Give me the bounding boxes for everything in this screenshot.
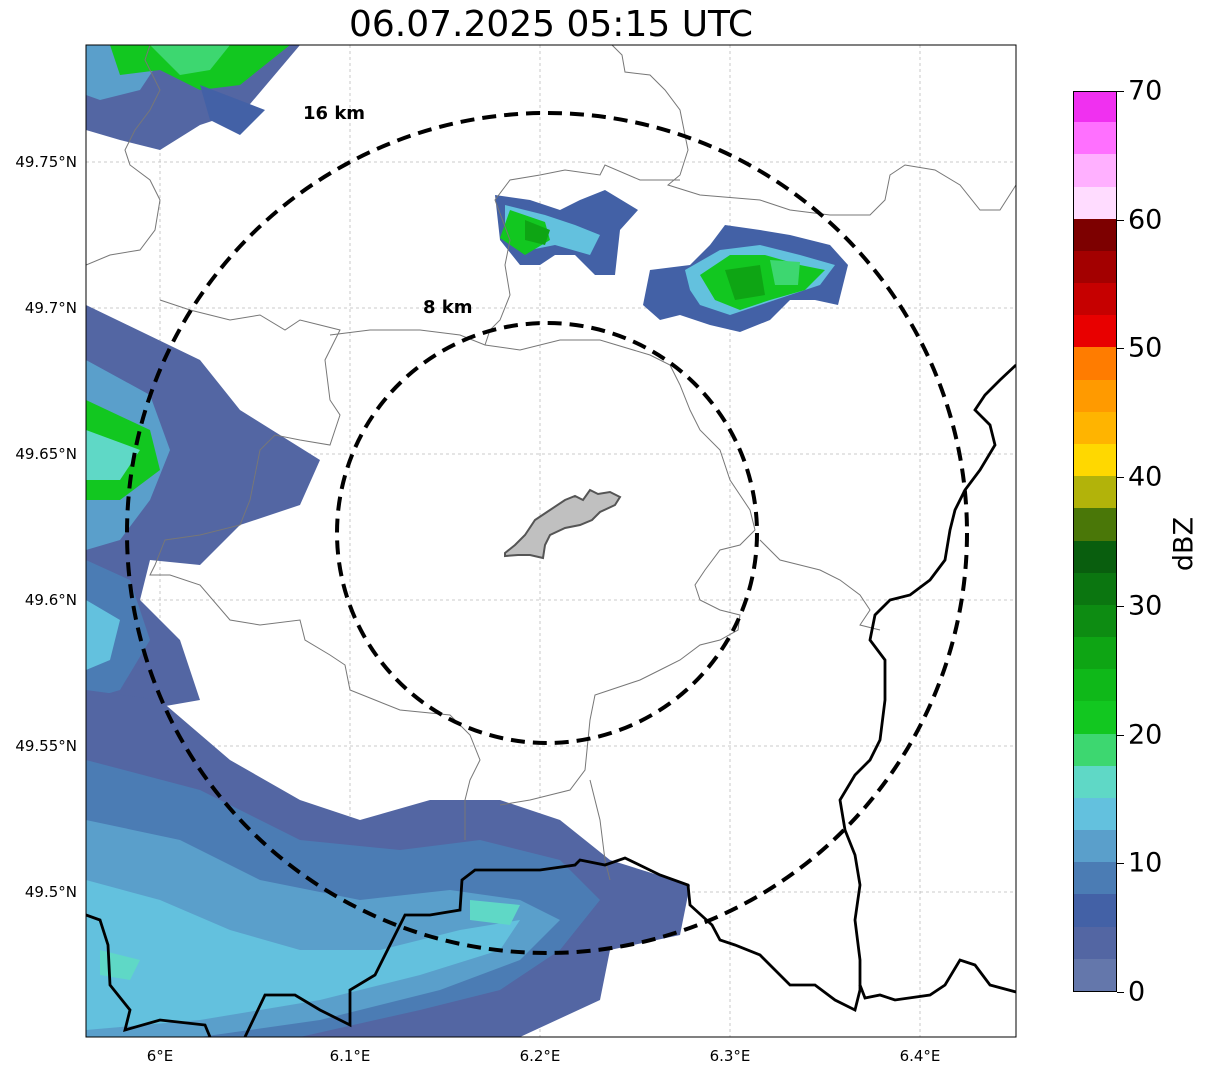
colorbar-band: [1074, 314, 1116, 348]
colorbar-band: [1074, 121, 1116, 155]
colorbar-tick-mark: [1117, 219, 1124, 221]
colorbar-band: [1074, 411, 1116, 444]
lon-tick-label: 6.4°E: [899, 1047, 941, 1065]
colorbar-band: [1074, 218, 1116, 251]
colorbar-band: [1074, 250, 1116, 284]
colorbar-tick-label: 20: [1128, 719, 1163, 751]
colorbar-band: [1074, 539, 1116, 573]
colorbar-tick-mark: [1117, 348, 1124, 350]
colorbar-tick-mark: [1117, 863, 1124, 865]
lon-tick-label: 6.1°E: [329, 1047, 371, 1065]
colorbar-band: [1074, 185, 1116, 219]
colorbar-band: [1074, 861, 1116, 895]
colorbar-tick-mark: [1117, 91, 1124, 92]
colorbar-tick-label: 40: [1128, 461, 1163, 493]
colorbar-tick-mark: [1117, 734, 1124, 736]
range-ring-8km: [335, 321, 759, 745]
colorbar-band: [1074, 668, 1116, 702]
colorbar-tick-label: 70: [1128, 75, 1163, 107]
colorbar-band: [1074, 282, 1116, 316]
colorbar-tick-label: 30: [1128, 590, 1163, 622]
colorbar-band: [1074, 153, 1116, 187]
plot-frame: [85, 44, 1017, 1038]
lon-tick-label: 6°E: [146, 1047, 174, 1065]
colorbar: [1073, 91, 1117, 992]
lat-tick-label: 49.6°N: [24, 591, 77, 609]
colorbar-tick-mark: [1117, 477, 1124, 479]
admin-boundaries: [86, 45, 1016, 881]
colorbar-tick-mark: [1117, 605, 1124, 607]
colorbar-tick-label: 0: [1128, 976, 1146, 1008]
colorbar-band: [1074, 346, 1116, 380]
colorbar-tick-label: 10: [1128, 847, 1163, 879]
colorbar-band: [1074, 572, 1116, 605]
radar-echo-north-centre: [495, 190, 638, 275]
colorbar-band: [1074, 926, 1116, 959]
colorbar-band: [1074, 958, 1116, 991]
lat-tick-label: 49.7°N: [24, 299, 77, 317]
colorbar-band: [1074, 92, 1116, 123]
country-borders: [86, 363, 1016, 1037]
colorbar-band: [1074, 507, 1116, 541]
colorbar-label: dBZ: [1168, 516, 1200, 572]
colorbar-band: [1074, 893, 1116, 927]
range-rings: [125, 111, 969, 955]
lat-tick-label: 49.5°N: [24, 883, 77, 901]
colorbar-band: [1074, 829, 1116, 863]
colorbar-band: [1074, 443, 1116, 477]
range-ring-label-16km: 16 km: [303, 103, 365, 124]
range-ring-16km: [125, 111, 969, 955]
lon-tick-label: 6.2°E: [519, 1047, 561, 1065]
lon-tick-label: 6.3°E: [709, 1047, 751, 1065]
lat-tick-label: 49.55°N: [15, 737, 77, 755]
colorbar-tick-label: 50: [1128, 332, 1163, 364]
city-outline: [504, 488, 622, 560]
colorbar-band: [1074, 636, 1116, 670]
colorbar-band: [1074, 797, 1116, 831]
map-title: 06.07.2025 05:15 UTC: [348, 4, 754, 45]
range-ring-label-8km: 8 km: [423, 297, 473, 318]
colorbar-tick-mark: [1117, 992, 1124, 993]
radar-echo-west: [86, 305, 320, 720]
radar-echo-northeast: [643, 225, 848, 332]
colorbar-tick-label: 60: [1128, 204, 1163, 236]
colorbar-band: [1074, 765, 1116, 798]
lat-tick-label: 49.75°N: [15, 153, 77, 171]
lat-tick-label: 49.65°N: [15, 445, 77, 463]
colorbar-band: [1074, 604, 1116, 638]
colorbar-band: [1074, 700, 1116, 734]
radar-echo-southwest: [86, 690, 690, 1037]
colorbar-band: [1074, 475, 1116, 509]
colorbar-band: [1074, 379, 1116, 412]
colorbar-band: [1074, 732, 1116, 766]
